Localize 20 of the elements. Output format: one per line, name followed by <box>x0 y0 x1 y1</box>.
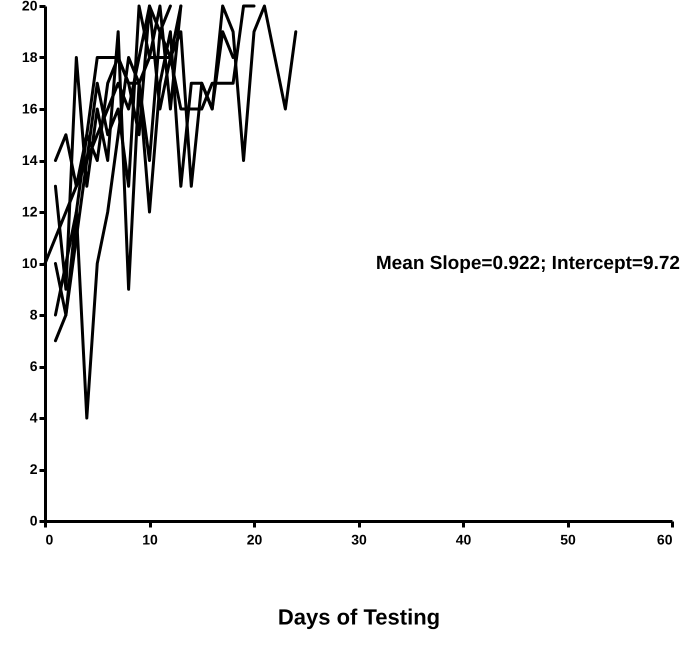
x-tick-label: 50 <box>560 532 576 548</box>
x-tick-label: 10 <box>142 532 158 548</box>
y-tick-label: 6 <box>30 358 38 374</box>
y-tick-label: 10 <box>22 255 38 271</box>
y-tick-label: 8 <box>30 306 38 322</box>
x-axis-title: Days of Testing <box>278 604 440 630</box>
x-tick-label: 60 <box>656 532 673 548</box>
x-tick-label: 40 <box>456 532 472 548</box>
x-tick-label: 0 <box>46 532 54 548</box>
y-tick-label: 2 <box>30 461 38 477</box>
y-tick-label: 4 <box>30 410 38 426</box>
annotation: Mean Slope=0.922; Intercept=9.72 <box>376 253 680 274</box>
x-tick-label: 20 <box>246 532 262 548</box>
y-tick-label: 16 <box>22 100 38 116</box>
y-tick-label: 18 <box>22 49 38 65</box>
y-tick-label: 0 <box>30 512 38 528</box>
y-tick-label: 20 <box>22 0 38 14</box>
y-tick-label: 14 <box>22 152 38 168</box>
x-tick-label: 30 <box>351 532 367 548</box>
y-tick-label: 12 <box>22 204 38 220</box>
